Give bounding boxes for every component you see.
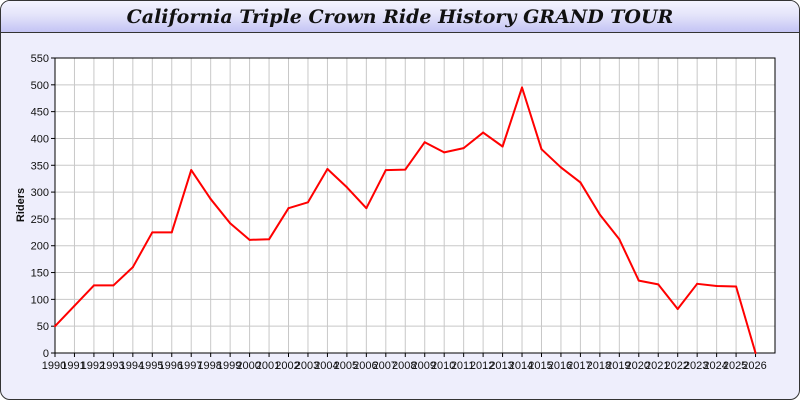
plot-border (54, 57, 776, 354)
data-point (365, 207, 368, 210)
data-point (151, 231, 154, 234)
data-point (637, 279, 640, 282)
x-tick-label: 1998 (197, 360, 221, 372)
data-point (54, 325, 56, 328)
x-tick-label: 2000 (236, 360, 260, 372)
y-tick-label: 250 (31, 214, 49, 226)
x-tick-label: 2009 (411, 360, 435, 372)
x-tick-label: 2006 (353, 360, 377, 372)
y-tick-label: 300 (31, 187, 49, 199)
data-point (676, 308, 679, 311)
data-point (696, 282, 699, 285)
data-point (326, 168, 329, 171)
x-tick-label: 2012 (470, 360, 494, 372)
y-tick-label: 350 (31, 160, 49, 172)
x-tick-label: 1991 (61, 360, 85, 372)
x-tick-label: 1992 (81, 360, 105, 372)
data-point (92, 284, 95, 287)
x-tick-label: 2007 (373, 360, 397, 372)
data-point (598, 213, 601, 216)
y-tick-label: 550 (31, 53, 49, 65)
y-tick-label: 150 (31, 268, 49, 280)
data-point (73, 304, 76, 307)
x-tick-label: 2001 (256, 360, 280, 372)
y-tick-label: 0 (43, 348, 49, 360)
x-tick-label: 2011 (451, 360, 475, 372)
data-point (482, 131, 485, 134)
y-tick-label: 500 (31, 80, 49, 92)
x-tick-label: 2008 (392, 360, 416, 372)
y-axis-label: Riders (15, 188, 27, 222)
data-point (229, 222, 232, 225)
x-tick-label: 2024 (703, 360, 727, 372)
x-tick-label: 2015 (528, 360, 552, 372)
data-point (715, 284, 718, 287)
x-tick-label: 1995 (139, 360, 163, 372)
series (54, 86, 757, 354)
data-point (462, 147, 465, 150)
y-tick-label: 100 (31, 294, 49, 306)
data-point (268, 238, 271, 241)
x-tick-label: 1994 (120, 360, 144, 372)
data-point (501, 145, 504, 148)
data-point (345, 186, 348, 189)
x-tick-label: 2013 (489, 360, 513, 372)
data-point (112, 284, 115, 287)
data-point (306, 201, 309, 204)
data-point (540, 148, 543, 151)
x-tick-label: 2018 (587, 360, 611, 372)
data-point (754, 352, 757, 354)
data-point (287, 207, 290, 210)
x-tick-label: 2020 (626, 360, 650, 372)
data-point (190, 169, 193, 172)
x-tick-label: 1997 (178, 360, 202, 372)
x-tick-label: 2016 (548, 360, 572, 372)
plot-area (55, 58, 775, 353)
data-point (521, 86, 524, 89)
x-tick-label: 1999 (217, 360, 241, 372)
x-tick-label: 2023 (684, 360, 708, 372)
x-tick-label: 2026 (742, 360, 766, 372)
data-point (735, 285, 738, 288)
data-point (443, 151, 446, 154)
axes: 0501001502002503003504004505005501990199… (31, 53, 776, 372)
data-point (579, 181, 582, 184)
data-point (423, 141, 426, 144)
x-tick-label: 1990 (42, 360, 66, 372)
x-tick-label: 2004 (314, 360, 338, 372)
x-tick-label: 2025 (723, 360, 747, 372)
y-tick-label: 400 (31, 133, 49, 145)
x-tick-label: 1993 (100, 360, 124, 372)
data-point (131, 266, 134, 269)
data-point (170, 231, 173, 234)
x-tick-label: 2003 (295, 360, 319, 372)
y-tick-label: 450 (31, 107, 49, 119)
data-point (404, 168, 407, 171)
x-tick-label: 2021 (645, 360, 669, 372)
data-point (384, 169, 387, 172)
x-tick-label: 1996 (159, 360, 183, 372)
title-bar: California Triple Crown Ride History GRA… (1, 1, 799, 33)
x-tick-label: 2005 (334, 360, 358, 372)
chart-title: California Triple Crown Ride History GRA… (126, 6, 674, 28)
x-tick-label: 2019 (606, 360, 630, 372)
x-tick-label: 2002 (275, 360, 299, 372)
y-tick-label: 50 (37, 321, 49, 333)
x-tick-label: 2014 (509, 360, 533, 372)
data-point (248, 238, 251, 241)
data-point (209, 198, 212, 201)
x-tick-label: 2017 (567, 360, 591, 372)
data-point (559, 166, 562, 169)
x-tick-label: 2022 (664, 360, 688, 372)
x-tick-label: 2010 (431, 360, 455, 372)
data-point (618, 238, 621, 241)
data-point (657, 283, 660, 286)
y-tick-label: 200 (31, 241, 49, 253)
